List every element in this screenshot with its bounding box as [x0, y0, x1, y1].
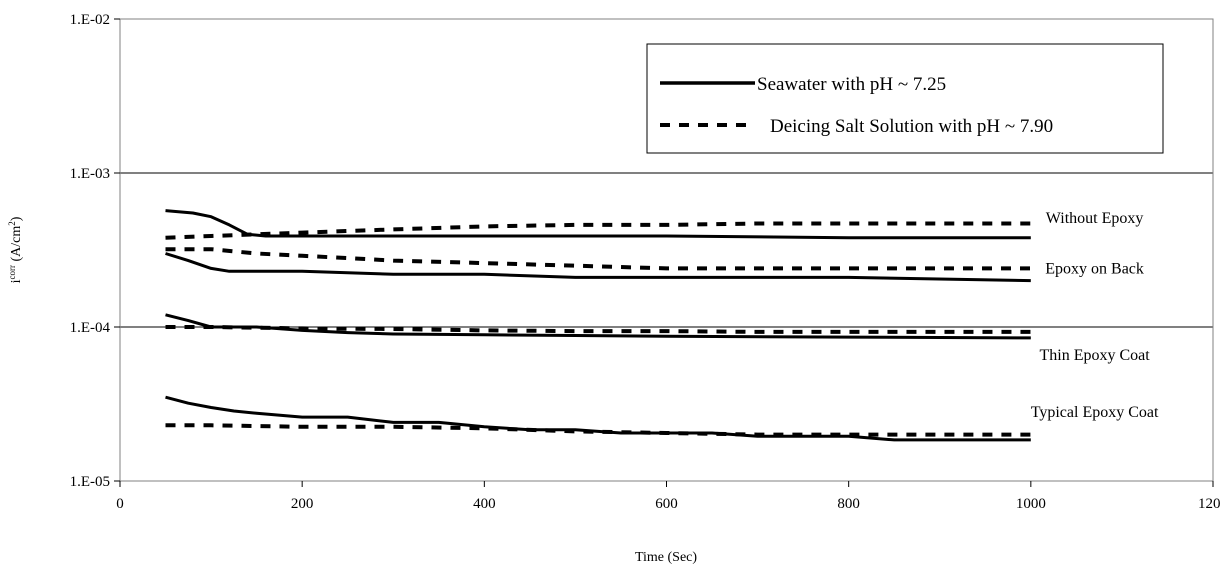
- x-tick-label: 1200: [1198, 496, 1220, 512]
- data-series: [165, 209, 1031, 442]
- y-axis-title: icorr (A/cm2): [7, 216, 24, 283]
- gridlines: [120, 172, 1213, 328]
- x-axis-title: Time (Sec): [635, 550, 697, 565]
- x-tick-label: 400: [473, 496, 496, 512]
- y-axis-title-sup2: 2: [7, 221, 17, 226]
- series-line-seawater: [165, 395, 1031, 442]
- y-tick-label: 1.E-04: [70, 320, 111, 336]
- legend-entry-deicing: Deicing Salt Solution with pH ~ 7.90: [770, 116, 1053, 137]
- curve-annotations: Without Epoxy Epoxy on Back Thin Epoxy Coa…: [1031, 210, 1159, 421]
- x-tick-label: 0: [116, 496, 124, 512]
- series-line-deicing: [165, 247, 1031, 271]
- series-line-seawater: [165, 313, 1031, 340]
- legend-entry-seawater: Seawater with pH ~ 7.25: [757, 74, 946, 95]
- x-tick-label: 600: [655, 496, 678, 512]
- legend-box: [646, 43, 1164, 154]
- series-line-deicing: [165, 221, 1031, 240]
- series-line-seawater: [165, 209, 1031, 240]
- y-axis-title-close: ): [9, 216, 24, 221]
- curve-annotation: Epoxy on Back: [1045, 260, 1144, 277]
- x-tick-label: 1000: [1016, 496, 1046, 512]
- x-tick-label: 800: [837, 496, 860, 512]
- curve-annotation: Without Epoxy: [1046, 210, 1144, 227]
- x-tick-label: 200: [291, 496, 314, 512]
- legend: Seawater with pH ~ 7.25 Deicing Salt Sol…: [646, 43, 1164, 154]
- y-axis-title-unit: (A/cm: [9, 226, 24, 265]
- y-axis-title-main: i: [9, 279, 24, 283]
- y-tick-label: 1.E-03: [70, 166, 110, 182]
- curve-annotation: Typical Epoxy Coat: [1031, 404, 1159, 421]
- y-tick-label: 1.E-05: [70, 474, 110, 490]
- y-axis-title-sup: corr: [7, 265, 17, 280]
- curve-annotation: Thin Epoxy Coat: [1039, 347, 1150, 364]
- series-line-seawater: [165, 252, 1031, 283]
- y-tick-label: 1.E-02: [70, 12, 110, 28]
- axes: 1.E-02 1.E-03 1.E-04 1.E-05 0 200 400 600 800 100…: [70, 12, 1220, 512]
